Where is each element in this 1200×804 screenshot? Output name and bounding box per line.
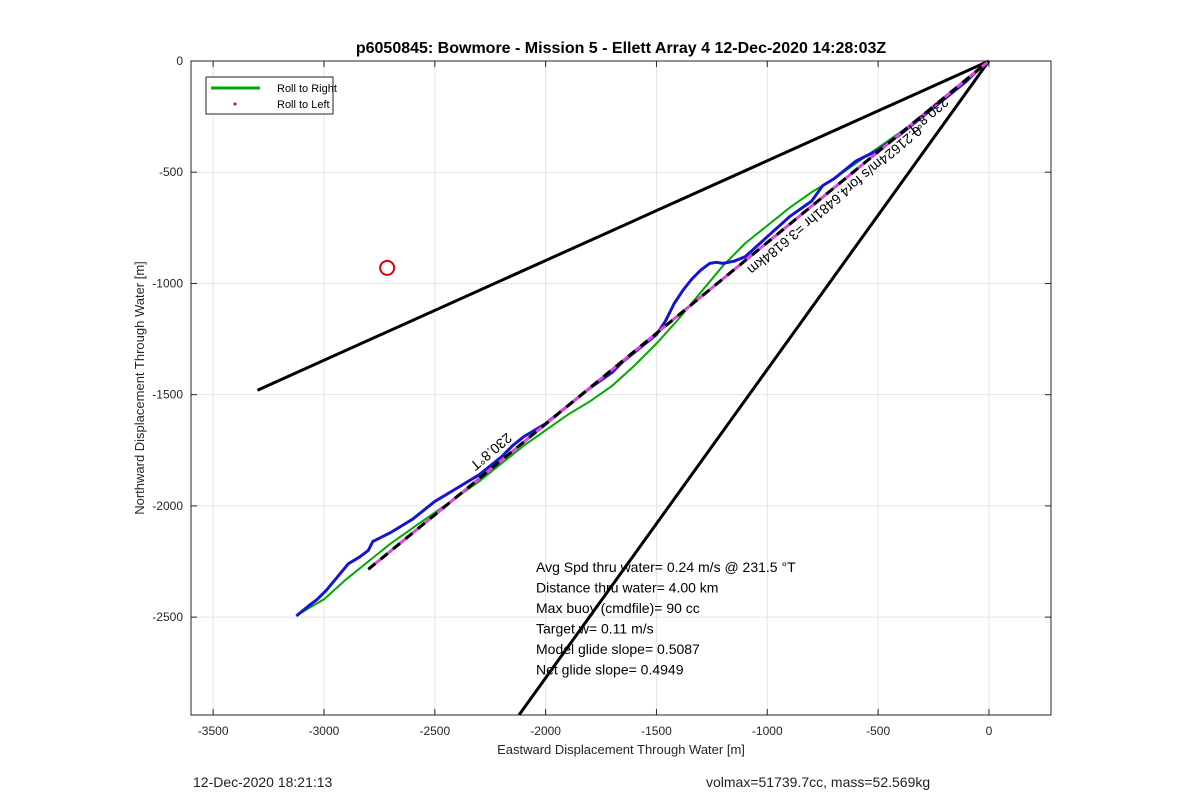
legend-label-roll-left: Roll to Left [277,99,330,111]
x-tick-label: 0 [986,724,993,738]
plot-area [191,61,1051,715]
y-tick-label: -2500 [152,610,183,624]
y-tick-label: -500 [159,165,183,179]
x-tick-label: -3500 [198,724,229,738]
y-axis-label: Northward Displacement Through Water [m] [132,261,147,515]
footer-volmax-mass: volmax=51739.7cc, mass=52.569kg [706,774,931,790]
stats-line: Distance thru water= 4.00 km [536,580,718,596]
x-tick-label: -500 [866,724,890,738]
stats-line: Target w= 0.11 m/s [536,621,654,637]
x-tick-label: -1000 [752,724,783,738]
x-tick-label: -2500 [419,724,450,738]
y-tick-label: -1000 [152,276,183,290]
x-axis-label: Eastward Displacement Through Water [m] [497,742,745,757]
x-tick-label: -1500 [641,724,672,738]
y-tick-label: 0 [176,54,183,68]
tick-labels: -3500 -3000 -2500 -2000 -1500 -1000 -500 0 0 -500… [152,54,1051,738]
footer-timestamp: 12-Dec-2020 18:21:13 [193,774,333,790]
legend-swatch-roll-left [233,102,237,106]
legend-label-roll-right: Roll to Right [277,83,337,95]
series-mean-heading-dash [367,59,990,571]
plot-frame [190,60,1052,716]
target-circle [379,259,396,276]
series-bound-2 [517,60,991,716]
stats-line: Net glide slope= 0.4949 [536,662,684,678]
stats-line: Max buoy (cmdfile)= 90 cc [536,600,700,616]
chart-title: p6050845: Bowmore - Mission 5 - Ellett A… [356,40,887,57]
y-tick-label: -2000 [152,499,183,513]
legend-box [205,76,334,115]
y-tick-label: -1500 [152,388,183,402]
legend: Roll to Right Roll to Left [205,76,337,115]
stats-line: Avg Spd thru water= 0.24 m/s @ 231.5 °T [536,559,796,575]
stats-line: Model glide slope= 0.5087 [536,641,700,657]
x-tick-label: -2000 [530,724,561,738]
x-tick-label: -3000 [309,724,340,738]
series-bound-1 [256,59,990,392]
series-group [256,59,991,716]
